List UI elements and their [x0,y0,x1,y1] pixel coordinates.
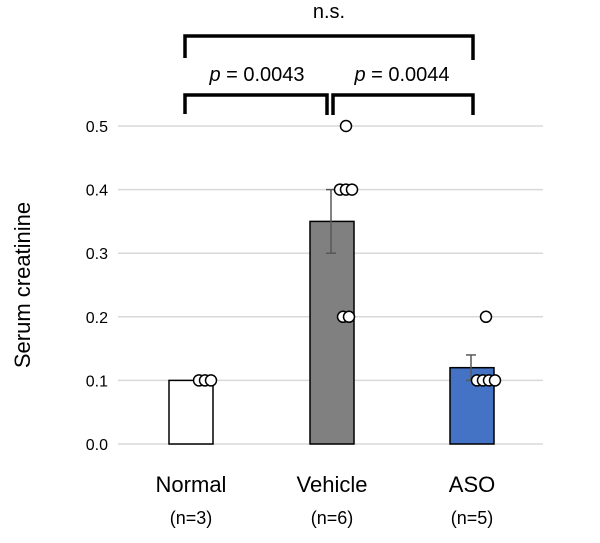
category-label: ASO [449,472,495,497]
bracket-normal-vehicle [183,93,329,115]
bracket-ns [183,34,475,60]
y-axis-label: Serum creatinine [10,202,35,368]
y-tick-label: 0.3 [86,246,108,263]
data-point [342,310,356,324]
category-n-label: (n=3) [170,508,213,528]
data-point [488,374,502,387]
category-label: Vehicle [297,472,368,497]
data-point [339,119,353,133]
y-tick-label: 0.1 [86,373,108,390]
y-tick-label: 0.5 [86,119,108,136]
category-n-label: (n=6) [311,508,354,528]
y-tick-label: 0.2 [86,310,108,327]
annotation-p-vehicle-aso: p = 0.0044 [353,64,449,86]
category-label: Normal [156,472,227,497]
category-n-label: (n=5) [451,508,494,528]
bar-vehicle [309,220,355,445]
y-tick-label: 0.0 [86,437,108,454]
annotation-p-normal-vehicle: p = 0.0043 [208,64,304,86]
data-point [345,183,359,196]
bracket-vehicle-aso [331,93,475,115]
annotation-ns: n.s. [313,1,345,23]
data-point [479,310,493,324]
data-point [204,374,218,387]
bar-normal [168,379,214,445]
y-tick-label: 0.4 [86,183,108,200]
